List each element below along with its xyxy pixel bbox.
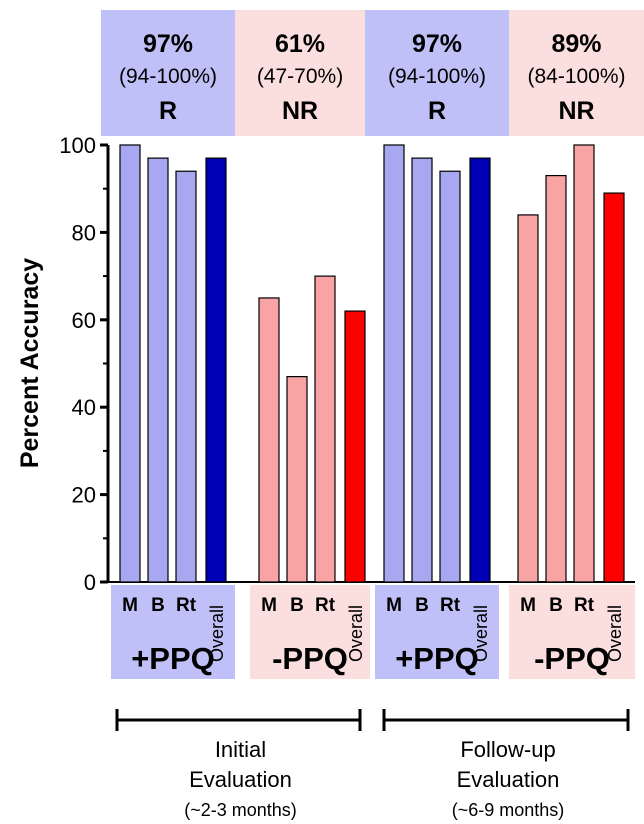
- bar: [603, 192, 625, 583]
- category-label: Overall: [471, 605, 491, 662]
- group-label: -PPQ: [534, 641, 610, 676]
- y-tick-label: 20: [72, 483, 96, 508]
- category-label: Overall: [605, 605, 625, 662]
- bar: [439, 170, 461, 583]
- bar: [411, 157, 433, 583]
- header-range: (94-100%): [119, 65, 217, 88]
- bar: [258, 297, 280, 583]
- header-label: R: [428, 97, 446, 125]
- category-label: Rt: [176, 595, 197, 616]
- bar: [383, 144, 405, 583]
- period-line1: Initial: [215, 737, 266, 762]
- period-line2: Evaluation: [189, 767, 292, 792]
- y-axis-label: Percent Accuracy: [16, 258, 44, 468]
- category-label: B: [549, 595, 563, 616]
- bar: [344, 310, 366, 583]
- header-percent: 61%: [275, 30, 325, 58]
- category-label: B: [151, 595, 165, 616]
- header-label: NR: [558, 97, 594, 125]
- bar: [314, 275, 336, 583]
- header-range: (84-100%): [527, 65, 625, 88]
- group-label: +PPQ: [395, 641, 479, 676]
- group-box: [111, 585, 235, 679]
- category-label: Rt: [315, 595, 336, 616]
- y-tick-label: 100: [59, 133, 96, 158]
- period-line3: (~2-3 months): [184, 800, 297, 820]
- header-box: [101, 10, 235, 136]
- bar: [469, 157, 491, 583]
- category-label: Overall: [207, 605, 227, 662]
- header-range: (94-100%): [388, 65, 486, 88]
- bar: [205, 157, 227, 583]
- category-label: Overall: [346, 605, 366, 662]
- header-range: (47-70%): [257, 65, 343, 88]
- period-line2: Evaluation: [457, 767, 560, 792]
- bar: [517, 214, 539, 583]
- y-tick-label: 0: [84, 570, 96, 595]
- category-label: B: [290, 595, 304, 616]
- category-label: M: [386, 595, 402, 616]
- category-label: Rt: [574, 595, 595, 616]
- header-label: R: [159, 97, 177, 125]
- group-box: [509, 585, 635, 679]
- category-label: M: [520, 595, 536, 616]
- header-percent: 97%: [143, 30, 193, 58]
- header-box: [235, 10, 365, 136]
- bar: [175, 170, 197, 583]
- bar: [545, 174, 567, 583]
- y-tick-label: 80: [72, 220, 96, 245]
- period-line3: (~6-9 months): [452, 800, 565, 820]
- group-label: -PPQ: [272, 641, 348, 676]
- y-tick-label: 40: [72, 395, 96, 420]
- header-box: [365, 10, 509, 136]
- period-line1: Follow-up: [460, 737, 555, 762]
- bar: [573, 144, 595, 583]
- bar: [286, 376, 308, 583]
- category-label: M: [261, 595, 277, 616]
- bar: [147, 157, 169, 583]
- bar: [119, 144, 141, 583]
- category-label: Rt: [440, 595, 461, 616]
- category-label: M: [122, 595, 138, 616]
- header-label: NR: [282, 97, 318, 125]
- header-percent: 89%: [551, 30, 601, 58]
- group-box: [375, 585, 499, 679]
- header-percent: 97%: [412, 30, 462, 58]
- group-box: [250, 585, 370, 679]
- category-label: B: [415, 595, 429, 616]
- group-label: +PPQ: [131, 641, 215, 676]
- y-tick-label: 60: [72, 308, 96, 333]
- header-box: [509, 10, 644, 136]
